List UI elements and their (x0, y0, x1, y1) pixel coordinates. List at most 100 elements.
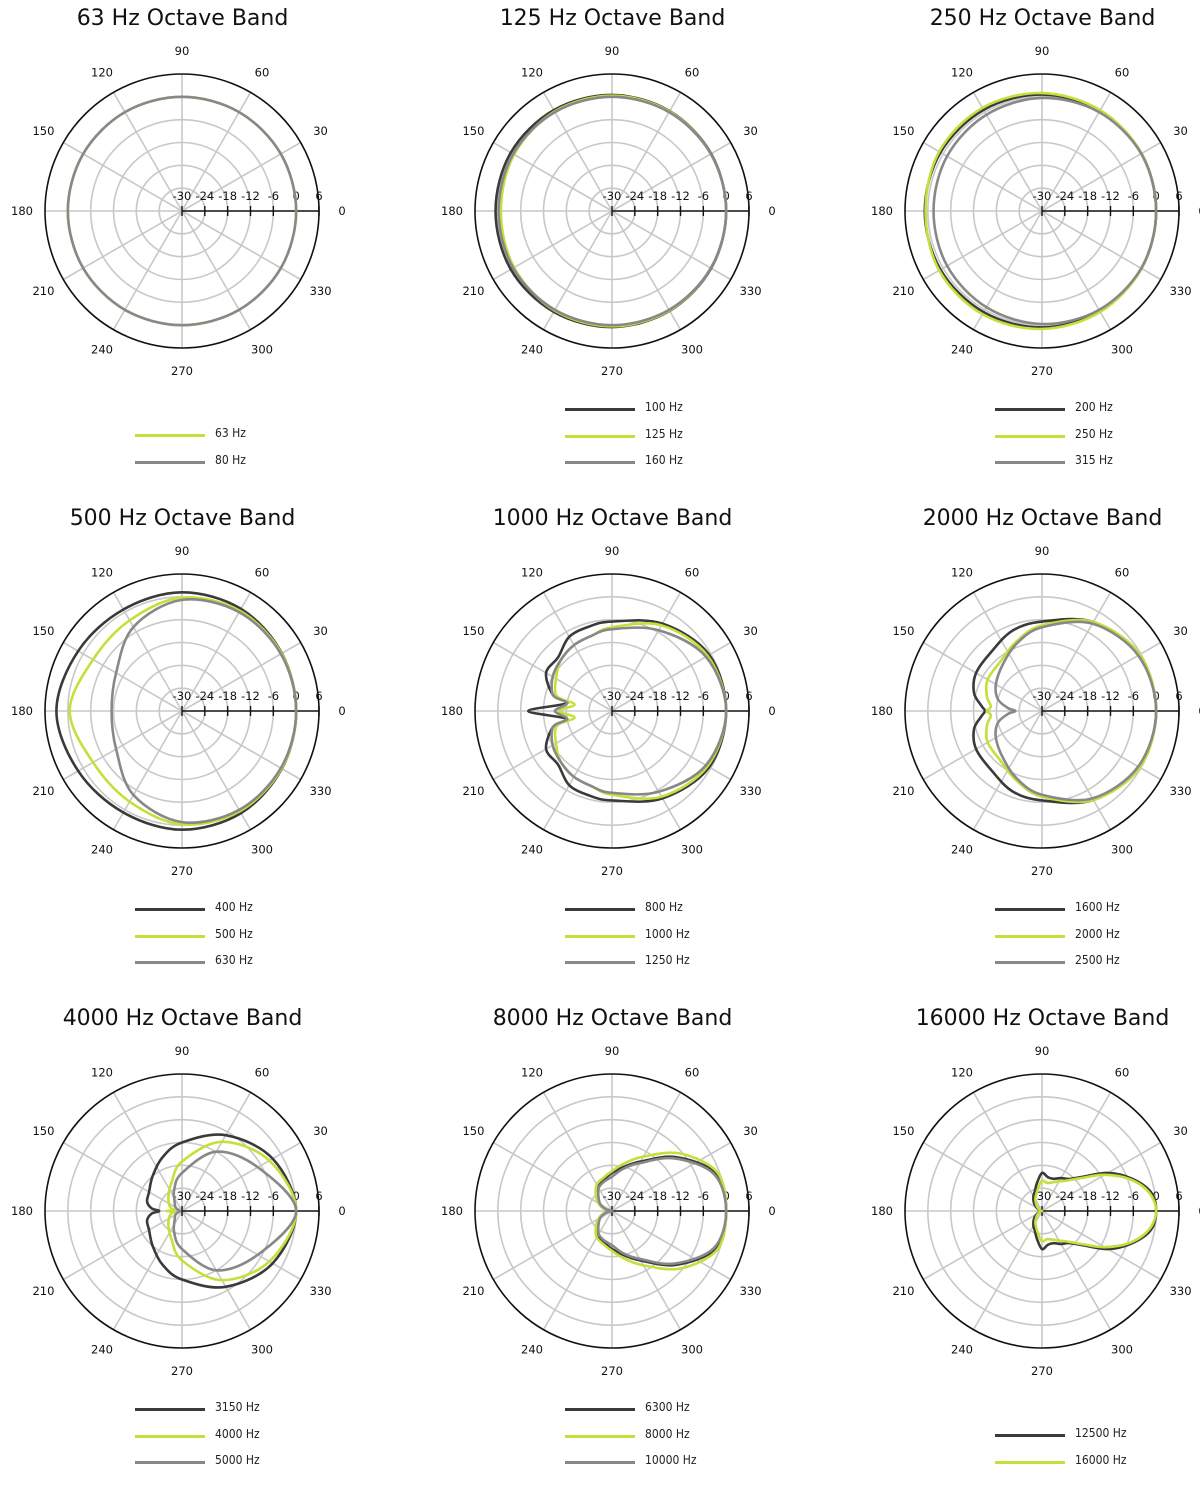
legend-item: 8000 Hz (565, 1427, 765, 1445)
angle-label: 330 (740, 784, 762, 798)
angle-label: 60 (255, 1065, 270, 1079)
polar-chart-panel: 4000 Hz Octave Band -30 -24 -18 -12 -6 0 6 90 60 3… (0, 1000, 400, 1490)
angle-label: 180 (11, 704, 33, 718)
series-curve (172, 1150, 298, 1272)
radial-tick-label: -24 (1055, 1189, 1074, 1203)
series-curve (596, 1156, 728, 1266)
legend-item: 400 Hz (135, 900, 335, 918)
angle-label: 210 (892, 784, 914, 798)
legend-item: 1600 Hz (995, 900, 1195, 918)
radial-tick-label: -18 (648, 689, 667, 703)
angle-label: 30 (313, 1124, 328, 1138)
angle-label: 300 (251, 843, 273, 857)
legend-label: 10000 Hz (645, 1453, 697, 1467)
angle-label: 300 (251, 1343, 273, 1357)
chart-title: 250 Hz Octave Band (929, 6, 1156, 31)
angle-label: 150 (462, 124, 484, 138)
polar-chart-panel: 63 Hz Octave Band -30 -24 -18 -12 -6 0 6 90 60 30 0… (0, 0, 400, 490)
angle-label: 150 (892, 1124, 914, 1138)
legend-item: 500 Hz (135, 927, 335, 945)
series-curve (497, 95, 728, 327)
legend-swatch (995, 408, 1065, 411)
legend-swatch (565, 961, 635, 964)
angle-label: 60 (1115, 65, 1130, 79)
legend-item: 4000 Hz (135, 1427, 335, 1445)
angle-label: 90 (1035, 1044, 1050, 1058)
radial-tick-label: -30 (603, 689, 622, 703)
legend-item: 10000 Hz (565, 1453, 765, 1471)
angle-label: 60 (1115, 565, 1130, 579)
radial-tick-label: -18 (218, 689, 237, 703)
radial-tick-label: -24 (1055, 689, 1074, 703)
series-curve (1034, 1173, 1158, 1249)
angle-label: 0 (338, 704, 345, 718)
angle-label: 90 (175, 44, 190, 58)
polar-plot: -30-24-18-12-606906030033030027024021018… (871, 544, 1200, 878)
angle-label: 150 (892, 124, 914, 138)
legend-item: 1250 Hz (565, 953, 765, 971)
angle-label: 330 (740, 284, 762, 298)
angle-label: 210 (892, 284, 914, 298)
angle-label: 180 (871, 704, 893, 718)
angle-label: 0 (768, 1204, 775, 1218)
angle-label: 150 (462, 624, 484, 638)
angle-label: 60 (685, 65, 700, 79)
chart-title: 16000 Hz Octave Band (915, 1006, 1170, 1031)
angle-label: 0 (1198, 704, 1200, 718)
angle-label: 60 (685, 1065, 700, 1079)
angle-label: 330 (310, 284, 332, 298)
radial-tick-label: -18 (648, 1189, 667, 1203)
angle-label: 240 (521, 843, 543, 857)
angle-label: 300 (681, 1343, 703, 1357)
radial-tick-label: -6 (268, 689, 279, 703)
angle-label: 180 (441, 204, 463, 218)
legend-label: 3150 Hz (215, 1400, 260, 1414)
radial-tick-label: -18 (218, 1189, 237, 1203)
angle-label: 240 (91, 843, 113, 857)
series-curve (553, 622, 728, 800)
legend-label: 500 Hz (215, 926, 253, 941)
legend-swatch (135, 961, 205, 964)
legend-label: 400 Hz (215, 900, 253, 914)
angle-label: 300 (681, 343, 703, 357)
legend-label: 250 Hz (1075, 426, 1113, 441)
legend-item: 3150 Hz (135, 1400, 335, 1418)
legend-swatch (995, 934, 1065, 938)
radial-tick-label: -12 (1101, 1189, 1120, 1203)
legend-swatch (565, 934, 635, 938)
angle-label: 120 (951, 65, 973, 79)
polar-chart-panel: 16000 Hz Octave Band -30 -24 -18 -12 -6 0 6 90 60… (860, 1000, 1200, 1490)
legend-label: 5000 Hz (215, 1453, 260, 1467)
angle-label: 150 (32, 624, 54, 638)
polar-plot: -30-24-18-12-606906030033030027024021018… (871, 1044, 1200, 1378)
legend-swatch (135, 1461, 205, 1464)
radial-tick-label: -18 (648, 189, 667, 203)
angle-label: 270 (1031, 1364, 1053, 1378)
radial-tick-label: -12 (1101, 189, 1120, 203)
angle-label: 30 (743, 1124, 758, 1138)
angle-label: 120 (521, 1065, 543, 1079)
legend-item: 80 Hz (135, 453, 335, 471)
chart-title: 1000 Hz Octave Band (492, 506, 733, 531)
radial-tick-label: -24 (195, 189, 214, 203)
radial-tick-label: -24 (625, 689, 644, 703)
chart-title: 500 Hz Octave Band (69, 506, 296, 531)
legend-item: 200 Hz (995, 400, 1195, 418)
legend-label: 160 Hz (645, 453, 683, 467)
legend-item: 1000 Hz (565, 927, 765, 945)
angle-label: 120 (521, 65, 543, 79)
angle-label: 0 (768, 204, 775, 218)
series-curve (55, 590, 298, 832)
radial-tick-label: -6 (1128, 1189, 1139, 1203)
angle-label: 270 (1031, 364, 1053, 378)
legend-item: 315 Hz (995, 453, 1195, 471)
angle-label: 30 (313, 124, 328, 138)
radial-tick-label: 6 (745, 189, 752, 203)
angle-label: 180 (441, 1204, 463, 1218)
angle-label: 180 (871, 1204, 893, 1218)
legend-swatch (995, 1434, 1065, 1437)
radial-tick-label: -12 (1101, 689, 1120, 703)
legend-item: 16000 Hz (995, 1453, 1195, 1471)
series-curve (984, 618, 1158, 804)
